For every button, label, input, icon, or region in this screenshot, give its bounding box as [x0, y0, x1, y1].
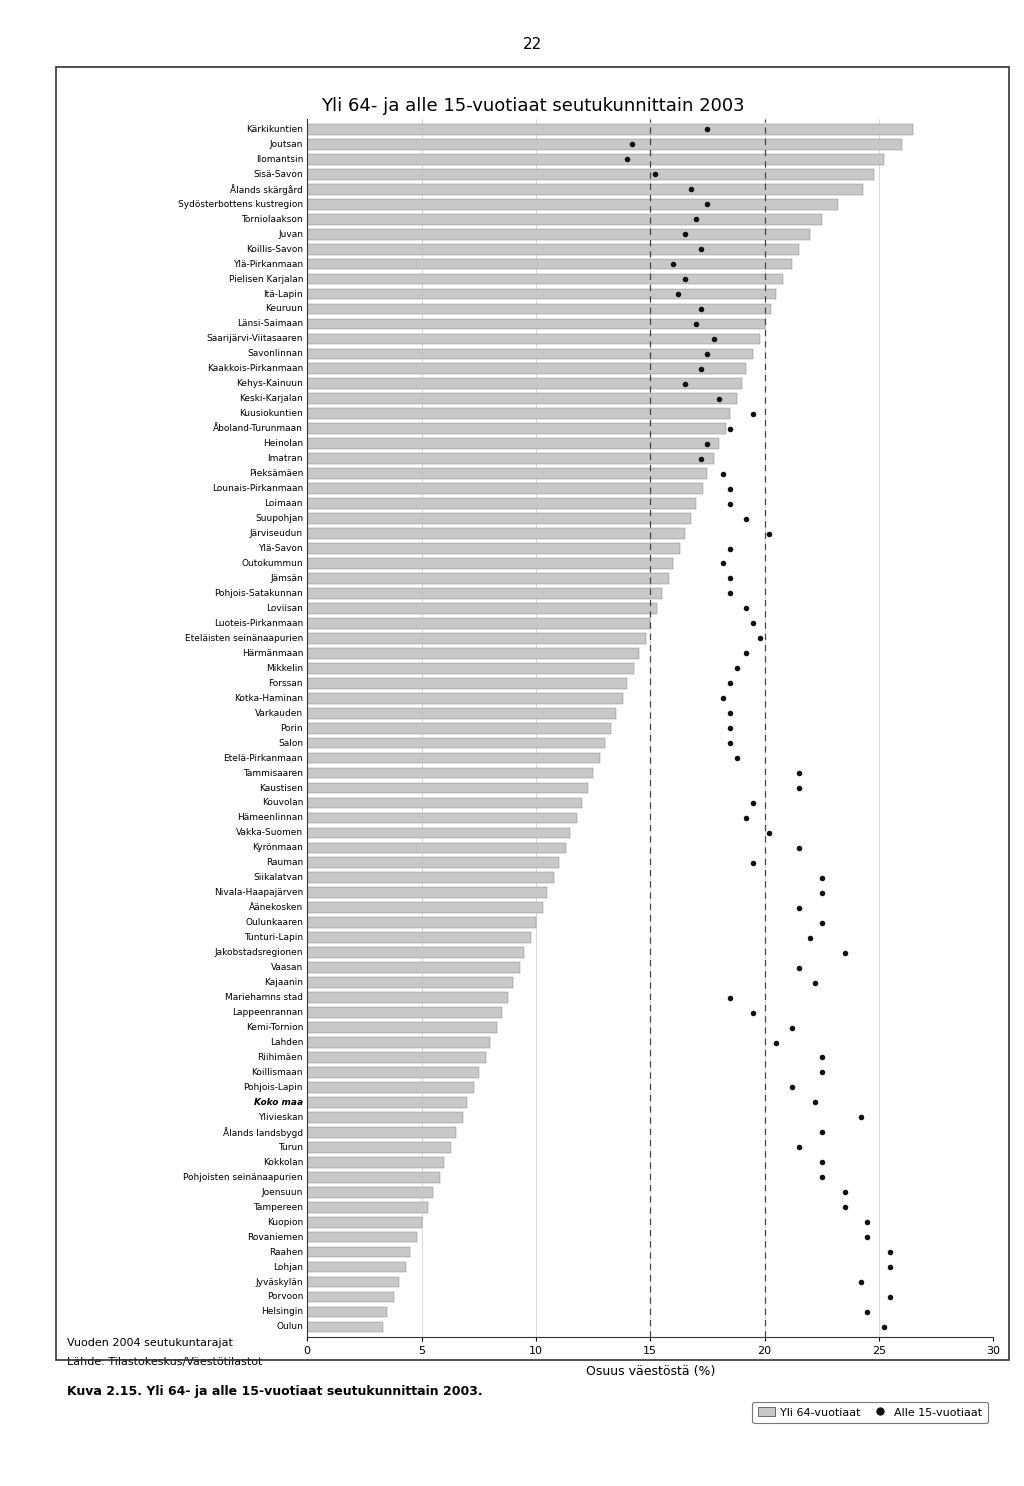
Bar: [307, 768, 593, 779]
Bar: [307, 1232, 417, 1242]
Bar: [307, 199, 838, 210]
Bar: [307, 184, 863, 195]
Bar: [307, 468, 708, 478]
Legend: Yli 64-vuotiaat, Alle 15-vuotiaat: Yli 64-vuotiaat, Alle 15-vuotiaat: [753, 1401, 988, 1424]
Bar: [307, 843, 565, 853]
Bar: [307, 1008, 502, 1018]
Text: 22: 22: [523, 37, 542, 52]
Bar: [307, 1112, 463, 1123]
Bar: [307, 1082, 474, 1092]
Bar: [307, 259, 792, 269]
Bar: [307, 692, 623, 703]
Bar: [307, 887, 547, 898]
Bar: [307, 123, 913, 135]
Bar: [307, 333, 760, 345]
Bar: [307, 303, 771, 315]
Bar: [307, 1052, 485, 1062]
Bar: [307, 229, 810, 239]
Bar: [307, 1037, 490, 1048]
Bar: [307, 453, 715, 464]
Bar: [307, 707, 615, 719]
Bar: [307, 1187, 433, 1198]
Bar: [307, 138, 902, 150]
Bar: [307, 438, 719, 449]
Text: Yli 64- ja alle 15-vuotiaat seutukunnittain 2003: Yli 64- ja alle 15-vuotiaat seutukunnitt…: [321, 97, 744, 114]
Bar: [307, 678, 628, 688]
X-axis label: Osuus väestöstä (%): Osuus väestöstä (%): [586, 1364, 715, 1378]
Bar: [307, 1217, 422, 1227]
Bar: [307, 663, 634, 673]
Bar: [307, 244, 799, 254]
Bar: [307, 1067, 478, 1077]
Bar: [307, 155, 884, 165]
Bar: [307, 1262, 406, 1272]
Bar: [307, 603, 657, 614]
Bar: [307, 618, 650, 629]
Bar: [307, 364, 746, 374]
Bar: [307, 483, 702, 493]
Bar: [307, 813, 578, 823]
Bar: [307, 288, 776, 299]
Bar: [307, 273, 783, 284]
Bar: [307, 902, 543, 914]
Bar: [307, 978, 513, 988]
Bar: [307, 394, 737, 404]
Bar: [307, 633, 646, 643]
Bar: [307, 993, 509, 1003]
Bar: [307, 963, 520, 973]
Bar: [307, 737, 604, 749]
Bar: [307, 1202, 428, 1213]
Bar: [307, 872, 554, 883]
Bar: [307, 169, 874, 180]
Text: Vuoden 2004 seutukuntarajat: Vuoden 2004 seutukuntarajat: [67, 1337, 232, 1348]
Bar: [307, 498, 696, 510]
Bar: [307, 1126, 456, 1138]
Bar: [307, 588, 662, 599]
Bar: [307, 917, 536, 929]
Bar: [307, 1276, 398, 1287]
Bar: [307, 753, 600, 764]
Bar: [307, 318, 765, 330]
Bar: [307, 1306, 387, 1318]
Bar: [307, 513, 691, 525]
Bar: [307, 528, 684, 539]
Bar: [307, 214, 821, 224]
Bar: [307, 648, 639, 658]
Bar: [307, 932, 531, 944]
Bar: [307, 1097, 467, 1107]
Bar: [307, 409, 730, 419]
Bar: [307, 542, 680, 554]
Bar: [307, 1158, 444, 1168]
Bar: [307, 424, 726, 434]
Bar: [307, 798, 582, 808]
Bar: [307, 1321, 383, 1333]
Bar: [307, 947, 524, 958]
Bar: [307, 349, 753, 360]
Bar: [307, 828, 570, 838]
Bar: [307, 722, 611, 734]
Bar: [307, 1291, 394, 1302]
Bar: [307, 1022, 497, 1033]
Bar: [307, 379, 741, 389]
Bar: [307, 783, 589, 794]
Text: Kuva 2.15. Yli 64- ja alle 15-vuotiaat seutukunnittain 2003.: Kuva 2.15. Yli 64- ja alle 15-vuotiaat s…: [67, 1385, 482, 1398]
Bar: [307, 1172, 440, 1183]
Bar: [307, 559, 673, 569]
Bar: [307, 857, 559, 868]
Bar: [307, 1247, 410, 1257]
Bar: [307, 574, 669, 584]
Text: Lähde: Tilastokeskus/Väestötilastot: Lähde: Tilastokeskus/Väestötilastot: [67, 1357, 262, 1367]
Bar: [307, 1141, 452, 1153]
